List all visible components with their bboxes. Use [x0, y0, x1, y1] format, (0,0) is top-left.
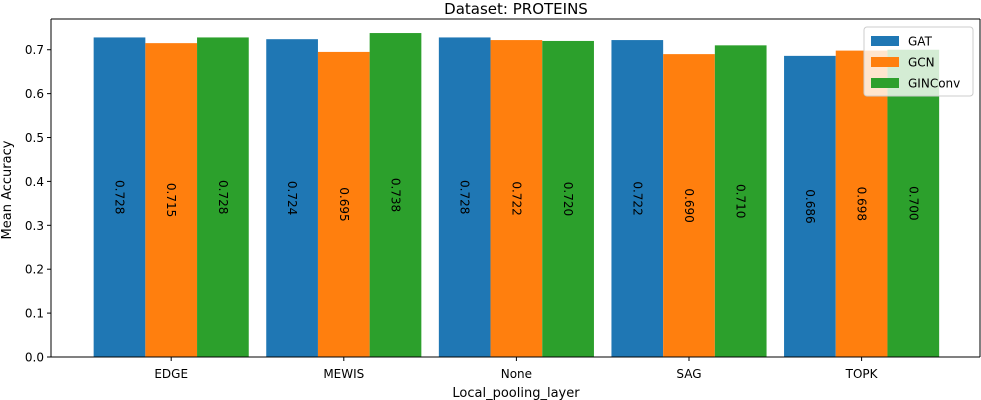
bar-gcn-mewis: [317, 51, 370, 358]
data-label: 0.722: [630, 181, 644, 215]
data-label: 0.690: [682, 188, 696, 222]
x-tick-label: TOPK: [845, 367, 879, 381]
legend-label-ginconv: GINConv: [908, 77, 960, 91]
legend-label-gat: GAT: [908, 35, 933, 49]
legend-label-gcn: GCN: [908, 56, 935, 70]
legend-swatch-gat: [871, 36, 899, 46]
data-label: 0.722: [509, 181, 523, 215]
bar-ginconv-sag: [714, 45, 767, 358]
chart-title: Dataset: PROTEINS: [444, 0, 588, 18]
y-tick-label: 0.1: [25, 307, 44, 321]
data-label: 0.700: [906, 186, 920, 220]
y-axis-label: Mean Accuracy: [0, 140, 15, 239]
bar-gcn-edge: [145, 43, 198, 357]
data-label: 0.720: [561, 182, 575, 216]
bar-gcn-sag: [663, 54, 715, 358]
legend-swatch-ginconv: [871, 78, 899, 88]
bar-ginconv-edge: [197, 37, 249, 357]
data-label: 0.715: [164, 183, 178, 217]
bar-gcn-topk: [835, 50, 888, 358]
x-tick-label: SAG: [676, 367, 701, 381]
x-tick-label: EDGE: [154, 367, 188, 381]
y-tick-label: 0.2: [25, 263, 44, 277]
data-label: 0.728: [216, 180, 230, 214]
data-label: 0.728: [458, 180, 472, 214]
data-label: 0.738: [389, 178, 403, 212]
data-label: 0.728: [113, 180, 127, 214]
bar-gat-edge: [93, 37, 146, 357]
y-tick-label: 0.5: [25, 131, 44, 145]
bar-gat-mewis: [266, 39, 318, 357]
legend-swatch-gcn: [871, 57, 899, 67]
bar-ginconv-mewis: [369, 33, 422, 358]
bar-gcn-none: [490, 40, 543, 357]
y-tick-label: 0.4: [25, 175, 44, 189]
data-label: 0.710: [734, 184, 748, 218]
y-tick-label: 0.3: [25, 219, 44, 233]
bar-ginconv-topk: [887, 49, 940, 357]
x-axis-label: Local_pooling_layer: [452, 386, 580, 400]
data-label: 0.698: [855, 187, 869, 221]
y-tick-label: 0.6: [25, 87, 44, 101]
x-tick-label: MEWIS: [323, 367, 364, 381]
y-tick-label: 0.7: [25, 43, 44, 57]
bar-ginconv-none: [542, 40, 594, 357]
bar-gat-sag: [611, 40, 664, 357]
bar-gat-topk: [784, 55, 836, 358]
legend: GAT GCN GINConv: [863, 26, 974, 97]
bar-gat-none: [438, 37, 491, 357]
y-tick-label: 0.0: [25, 351, 44, 365]
data-label: 0.724: [285, 181, 299, 215]
plot-area: 0.728 0.724 0.728 0.722 0.686 0.715 0.695 0.722…: [25, 18, 981, 381]
x-tick-label: None: [501, 367, 532, 381]
data-label: 0.686: [803, 189, 817, 223]
data-label: 0.695: [337, 187, 351, 221]
